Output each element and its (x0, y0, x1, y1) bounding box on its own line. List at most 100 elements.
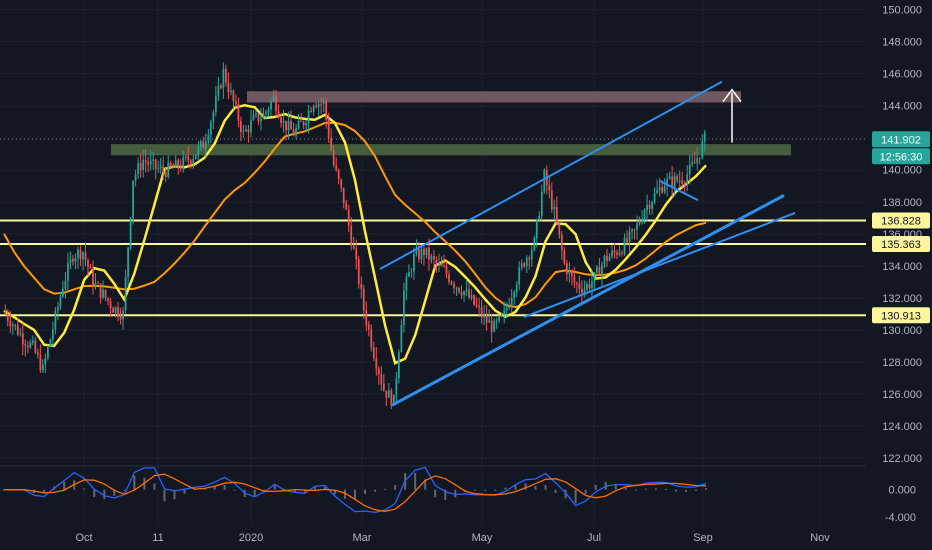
price-tick-label: 146.000 (882, 69, 922, 81)
candle-body (485, 315, 488, 323)
candle-body (257, 113, 260, 122)
candle-body (458, 287, 460, 293)
candle-body (428, 247, 430, 260)
time-axis[interactable]: Oct 11 2020 Mar May Jul Sep Nov (75, 532, 830, 544)
time-tick-label: 2020 (239, 532, 263, 544)
candle-body (232, 90, 235, 102)
candle-body (443, 265, 445, 267)
macd-histogram-bar (63, 481, 66, 490)
candle-body (107, 297, 109, 302)
candle-body (408, 272, 410, 277)
macd-histogram-bar (664, 488, 667, 490)
macd-histogram-bar (484, 489, 487, 491)
macd-histogram-bar (524, 483, 527, 490)
macd-histogram-bar (634, 489, 637, 491)
candle-body (104, 289, 107, 298)
candle-body (72, 258, 74, 262)
time-tick-label: Nov (810, 532, 830, 544)
candle-body (74, 257, 77, 262)
candle-body (352, 245, 355, 249)
candle-body (322, 101, 325, 104)
candle-body (560, 234, 563, 251)
candle-body (77, 249, 79, 258)
candle-body (596, 266, 598, 273)
candle-body (601, 264, 603, 277)
candle-body (117, 307, 119, 317)
macd-tick-label: 0.000 (888, 485, 916, 497)
candle-body (129, 217, 132, 248)
candle-body (11, 324, 14, 327)
candle-body (79, 249, 82, 260)
candle-body (623, 238, 626, 254)
candle-body (184, 156, 187, 158)
candle-body (475, 304, 478, 306)
candle-body (84, 252, 87, 260)
candle-body (558, 223, 561, 235)
ma-slow-line (3, 121, 707, 309)
macd-histogram-bar (544, 485, 547, 490)
candle-body (267, 109, 270, 112)
grid-lines (0, 0, 866, 525)
candle-body (300, 120, 302, 122)
signal-line (4, 473, 707, 512)
candle-body (245, 129, 247, 132)
candle-body (688, 164, 691, 175)
candle-body (425, 247, 428, 256)
macd-histogram-bar (654, 488, 657, 490)
candle-body (332, 150, 335, 165)
candle-body (392, 394, 395, 406)
candle-body (598, 266, 601, 277)
candle-body (613, 250, 616, 253)
candle-body (490, 320, 493, 332)
candle-body (533, 238, 536, 250)
candle-body (260, 118, 262, 122)
price-tick-label: 134.000 (882, 261, 922, 273)
candle-body (636, 223, 638, 230)
candle-body (149, 160, 152, 165)
candle-body (473, 295, 475, 305)
candle-body (616, 252, 618, 255)
price-tick-label: 132.000 (882, 293, 922, 305)
candle-body (465, 289, 468, 292)
macd-histogram-bar (333, 489, 336, 495)
candle-body (19, 333, 22, 335)
price-zones (0, 91, 866, 156)
candle-body (583, 289, 586, 293)
candle-body (347, 209, 350, 226)
candle-body (540, 191, 543, 216)
candle-body (611, 250, 613, 257)
candle-body (237, 103, 240, 121)
candle-body (385, 390, 388, 398)
candle-body (292, 129, 295, 136)
candle-body (538, 215, 541, 220)
candle-body (691, 162, 694, 165)
candle-body (555, 206, 558, 224)
price-channel[interactable] (379, 80, 796, 407)
candle-body (453, 283, 455, 289)
candle-body (608, 256, 611, 261)
macd-histogram-bar (424, 479, 427, 490)
macd-histogram-bar (183, 489, 186, 494)
candle-body (67, 263, 69, 281)
price-badges: 141.902 12:56:30 136.828 135.363 130.913 (872, 131, 930, 324)
candle-body (508, 306, 511, 309)
candle-body (410, 271, 413, 273)
candle-body (372, 347, 375, 359)
candle-body (578, 283, 581, 289)
candle-body (172, 166, 175, 168)
candle-body (397, 352, 400, 379)
channel-upper-line (379, 80, 723, 270)
candle-body (606, 255, 608, 261)
macd-histogram-bar (584, 489, 587, 495)
macd-histogram-bar (253, 489, 256, 498)
candle-body (550, 190, 553, 210)
candle-body (305, 122, 307, 126)
countdown-badge-bg (872, 148, 930, 165)
candle-body (114, 307, 117, 313)
candle-body (312, 106, 315, 113)
candle-body (62, 288, 64, 297)
candle-body (661, 187, 664, 193)
candle-body (563, 250, 566, 264)
candle-body (513, 292, 516, 298)
